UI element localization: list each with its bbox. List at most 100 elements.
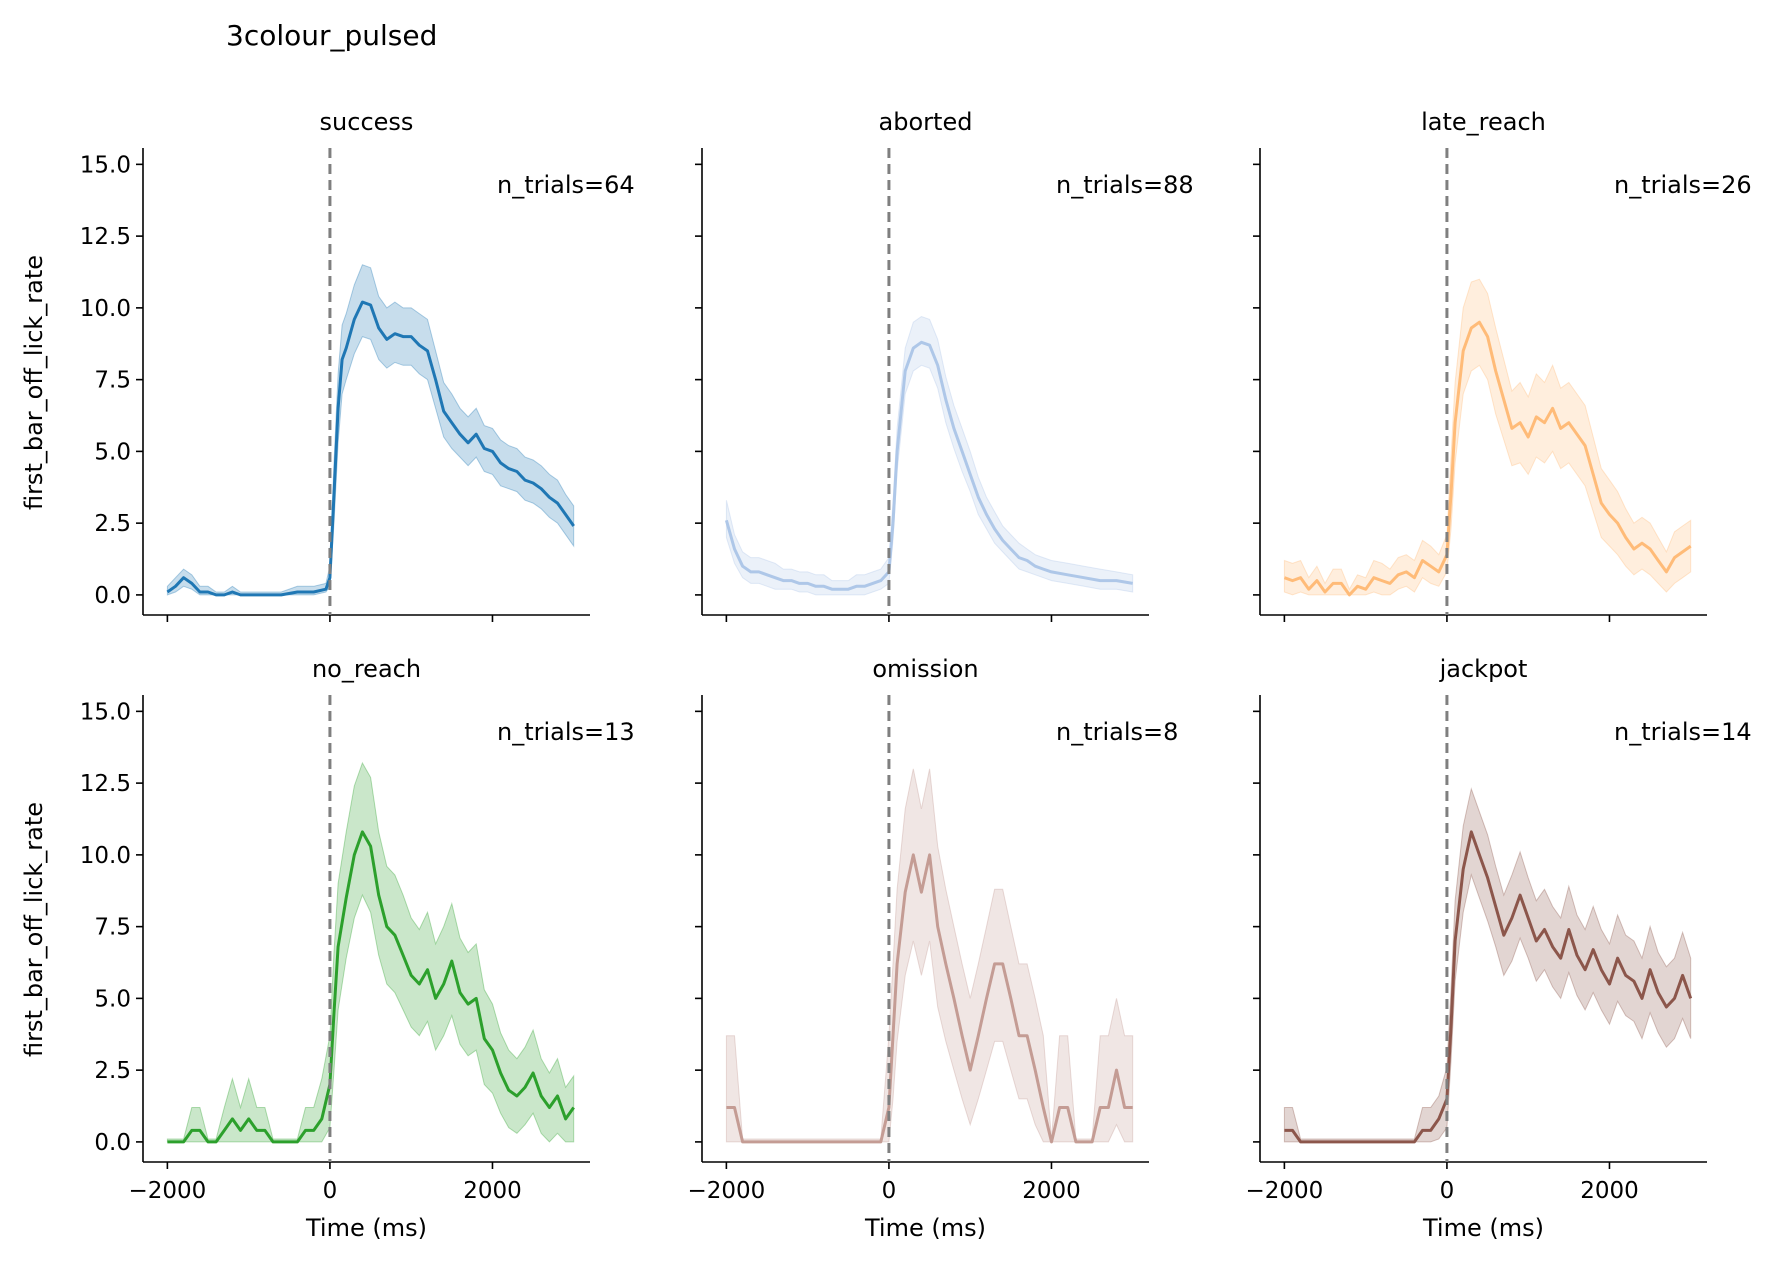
data-point	[304, 1129, 307, 1132]
data-point	[741, 565, 744, 568]
data-point	[247, 1118, 250, 1121]
data-point	[766, 573, 769, 576]
data-point	[977, 1034, 980, 1037]
data-point	[572, 1106, 575, 1109]
data-point	[483, 447, 486, 450]
data-point	[1608, 513, 1611, 516]
x-tick-label: 0	[323, 1178, 338, 1204]
x-axis-label: Time (ms)	[1422, 1214, 1544, 1242]
data-point	[1633, 548, 1636, 551]
panel-title: no_reach	[312, 655, 421, 683]
panel-title: aborted	[879, 108, 973, 136]
data-point	[944, 963, 947, 966]
data-point	[467, 1003, 470, 1006]
data-point	[1454, 421, 1457, 424]
data-point	[1348, 594, 1351, 597]
data-point	[1681, 551, 1684, 554]
data-point	[1050, 1141, 1053, 1144]
data-point	[1616, 957, 1619, 960]
data-point	[814, 585, 817, 588]
data-point	[1115, 579, 1118, 582]
data-point	[1559, 427, 1562, 430]
data-point	[1001, 963, 1004, 966]
data-point	[1511, 427, 1514, 430]
data-point	[1567, 928, 1570, 931]
data-point	[1299, 576, 1302, 579]
data-point	[953, 997, 956, 1000]
x-tick-label: 0	[882, 1178, 897, 1204]
data-point	[410, 974, 413, 977]
data-point	[1437, 1118, 1440, 1121]
data-point	[1486, 335, 1489, 338]
data-point	[1324, 591, 1327, 594]
data-point	[491, 450, 494, 453]
data-point	[961, 450, 964, 453]
data-point	[953, 427, 956, 430]
data-point	[199, 1129, 202, 1132]
data-point	[312, 1129, 315, 1132]
data-point	[920, 891, 923, 894]
panel-title: late_reach	[1421, 108, 1546, 136]
data-point	[434, 997, 437, 1000]
data-point	[896, 963, 899, 966]
data-point	[450, 421, 453, 424]
data-point	[516, 1095, 519, 1098]
data-point	[912, 347, 915, 350]
series-line	[166, 300, 575, 597]
y-tick-label: 0.0	[94, 583, 131, 609]
data-point	[1649, 968, 1652, 971]
data-point	[1470, 831, 1473, 834]
data-point	[1307, 588, 1310, 591]
data-point	[871, 1141, 874, 1144]
data-point	[385, 925, 388, 928]
data-point	[353, 318, 356, 321]
data-point	[1486, 876, 1489, 879]
data-point	[839, 588, 842, 591]
panel-omission: omission −2000 0 2000 Time (ms) n_trials=8	[687, 655, 1178, 1242]
data-point	[1018, 1034, 1021, 1037]
data-point	[239, 1129, 242, 1132]
data-point	[936, 925, 939, 928]
data-point	[459, 991, 462, 994]
data-point	[1316, 1141, 1319, 1144]
data-point	[516, 470, 519, 473]
data-point	[467, 441, 470, 444]
data-point	[1083, 1141, 1086, 1144]
x-axis-label: Time (ms)	[864, 1214, 986, 1242]
data-point	[1291, 579, 1294, 582]
data-point	[255, 1129, 258, 1132]
data-point	[337, 407, 340, 410]
y-tick-label: 10.0	[80, 296, 131, 322]
y-tick-label: 10.0	[80, 843, 131, 869]
data-point	[320, 1118, 323, 1121]
data-point	[1421, 559, 1424, 562]
data-point	[912, 854, 915, 857]
data-point	[1429, 565, 1432, 568]
data-point	[790, 579, 793, 582]
data-point	[499, 462, 502, 465]
data-point	[1649, 548, 1652, 551]
data-point	[1026, 559, 1029, 562]
n-trials-annotation: n_trials=88	[1056, 171, 1194, 199]
confidence-band	[166, 264, 575, 596]
data-point	[442, 983, 445, 986]
data-point	[1584, 444, 1587, 447]
data-point	[341, 358, 344, 361]
data-point	[223, 1129, 226, 1132]
data-point	[1026, 1034, 1029, 1037]
data-point	[823, 585, 826, 588]
data-point	[1372, 576, 1375, 579]
data-point	[839, 1141, 842, 1144]
data-point	[499, 1072, 502, 1075]
data-point	[361, 831, 364, 834]
data-point	[190, 1129, 193, 1132]
data-point	[1673, 556, 1676, 559]
data-point	[1115, 1069, 1118, 1072]
data-point	[993, 963, 996, 966]
data-point	[1584, 968, 1587, 971]
data-point	[491, 1049, 494, 1052]
data-point	[1665, 1006, 1668, 1009]
data-point	[749, 1141, 752, 1144]
data-point	[1559, 957, 1562, 960]
